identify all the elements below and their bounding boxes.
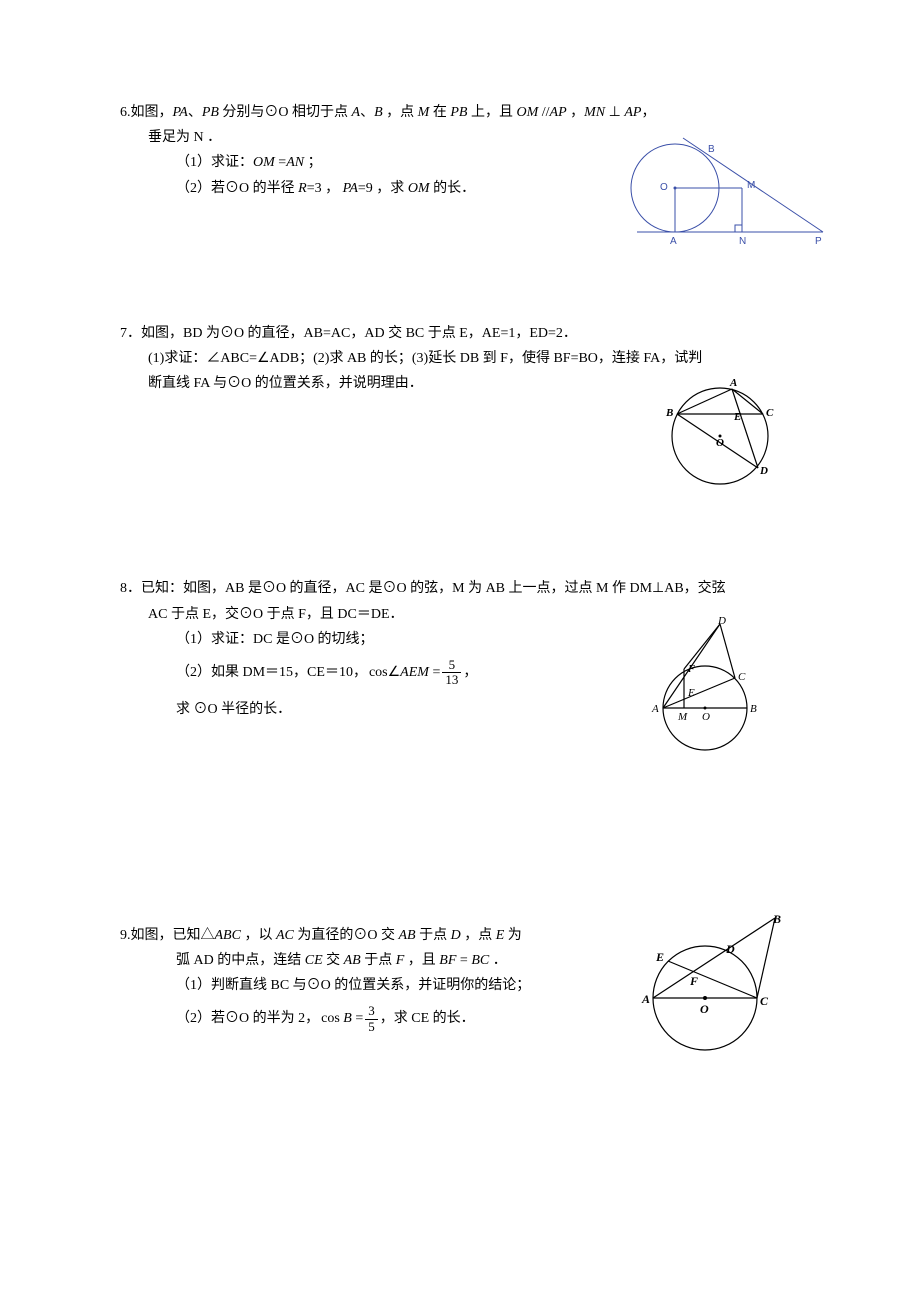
p6-stem: 6.如图，PA、PB 分别与⊙O 相切于点 A、B ，点 M 在 PB 上，且 … bbox=[120, 100, 810, 125]
p9-stem-l2: 弧 AD 的中点，连结 CE 交 AB 于点 F ，且 BF = BC ． bbox=[120, 948, 550, 973]
svg-text:C: C bbox=[738, 671, 746, 683]
p9-q2-cos: cos B = bbox=[321, 1006, 363, 1031]
svg-text:C: C bbox=[766, 407, 774, 419]
p9-svg: A B C D E F O bbox=[640, 913, 790, 1068]
p6-svg: O B M A N P bbox=[615, 130, 830, 255]
p8-number: 8． bbox=[120, 581, 141, 596]
svg-text:N: N bbox=[739, 236, 746, 247]
p9-q2-frac: 3 5 bbox=[365, 1004, 378, 1034]
svg-text:C: C bbox=[760, 994, 769, 1008]
problem-7: 7．如图，BD 为⊙O 的直径，AB=AC，AD 交 BC 于点 E，AE=1，… bbox=[120, 321, 810, 397]
problem-8: 8．已知：如图，AB 是⊙O 的直径，AC 是⊙O 的弦，M 为 AB 上一点，… bbox=[120, 576, 810, 722]
svg-text:M: M bbox=[747, 180, 755, 191]
p8-svg: A B C D E F M O bbox=[640, 616, 770, 756]
svg-text:D: D bbox=[759, 465, 768, 477]
p7-stem: 7．如图，BD 为⊙O 的直径，AB=AC，AD 交 BC 于点 E，AE=1，… bbox=[120, 321, 810, 346]
p8-stem: 8．已知：如图，AB 是⊙O 的直径，AC 是⊙O 的弦，M 为 AB 上一点，… bbox=[120, 576, 810, 601]
p7-figure: A B C D E O bbox=[660, 376, 780, 496]
p9-q2: （2）若⊙O 的半为 2， cos B = 3 5 ，求 CE 的长． bbox=[120, 1004, 550, 1034]
p9-q1: （1）判断直线 BC 与⊙O 的位置关系，并证明你的结论； bbox=[120, 973, 550, 998]
p7-number: 7． bbox=[120, 326, 141, 341]
p6-number: 6. bbox=[120, 105, 131, 120]
svg-text:P: P bbox=[815, 236, 822, 247]
p7-stem-text: 如图，BD 为⊙O 的直径，AB=AC，AD 交 BC 于点 E，AE=1，ED… bbox=[141, 326, 577, 341]
p6-figure: O B M A N P bbox=[615, 130, 830, 260]
p6-stem-text: 如图，PA、PB 分别与⊙O 相切于点 A、B ，点 M 在 PB 上，且 OM… bbox=[131, 105, 656, 120]
svg-text:O: O bbox=[660, 182, 668, 193]
svg-text:F: F bbox=[689, 974, 698, 988]
svg-text:D: D bbox=[717, 616, 726, 627]
svg-text:F: F bbox=[687, 663, 695, 675]
svg-text:A: A bbox=[641, 992, 650, 1006]
p9-number: 9. bbox=[120, 928, 131, 943]
p9-q2-prefix: （2）若⊙O 的半为 2， bbox=[176, 1006, 319, 1031]
p9-q2-frac-num: 3 bbox=[365, 1004, 378, 1019]
svg-text:B: B bbox=[750, 703, 757, 715]
p7-q1: (1)求证：∠ABC=∠ADB；(2)求 AB 的长；(3)延长 DB 到 F，… bbox=[120, 346, 810, 371]
problem-6: 6.如图，PA、PB 分别与⊙O 相切于点 A、B ，点 M 在 PB 上，且 … bbox=[120, 100, 810, 201]
p8-q2-frac-num: 5 bbox=[442, 658, 461, 673]
problem-9-body: 9.如图，已知△ABC ，以 AC 为直径的⊙O 交 AB 于点 D ，点 E … bbox=[120, 923, 550, 1034]
p8-q2-frac: 5 13 bbox=[442, 658, 461, 688]
svg-text:B: B bbox=[665, 407, 673, 419]
p9-q2-suffix: ，求 CE 的长． bbox=[380, 1006, 475, 1031]
page: 6.如图，PA、PB 分别与⊙O 相切于点 A、B ，点 M 在 PB 上，且 … bbox=[0, 0, 920, 1302]
svg-text:E: E bbox=[687, 687, 695, 699]
svg-text:O: O bbox=[702, 711, 710, 723]
svg-text:D: D bbox=[725, 942, 735, 956]
p9-stem-text: 如图，已知△ABC ，以 AC 为直径的⊙O 交 AB 于点 D ，点 E 为 bbox=[131, 928, 522, 943]
p9-stem: 9.如图，已知△ABC ，以 AC 为直径的⊙O 交 AB 于点 D ，点 E … bbox=[120, 923, 550, 948]
p8-stem-text: 已知：如图，AB 是⊙O 的直径，AC 是⊙O 的弦，M 为 AB 上一点，过点… bbox=[141, 581, 726, 596]
p8-q2-suffix: ， bbox=[463, 660, 477, 685]
p9-q2-frac-den: 5 bbox=[365, 1020, 378, 1034]
p8-q2-frac-den: 13 bbox=[442, 673, 461, 687]
p8-q2-prefix: （2）如果 DM＝15，CE＝10， bbox=[176, 660, 367, 685]
svg-text:B: B bbox=[708, 144, 715, 155]
p8-q2-cos: cos∠AEM = bbox=[369, 660, 440, 685]
p7-svg: A B C D E O bbox=[660, 376, 780, 491]
svg-text:O: O bbox=[700, 1002, 709, 1016]
svg-text:B: B bbox=[772, 913, 781, 926]
p8-figure: A B C D E F M O bbox=[640, 616, 770, 761]
svg-text:A: A bbox=[651, 703, 659, 715]
svg-text:A: A bbox=[729, 377, 737, 389]
svg-text:E: E bbox=[733, 411, 741, 423]
svg-text:E: E bbox=[655, 950, 664, 964]
svg-text:A: A bbox=[670, 236, 677, 247]
problem-9: 9.如图，已知△ABC ，以 AC 为直径的⊙O 交 AB 于点 D ，点 E … bbox=[120, 923, 810, 1034]
svg-text:M: M bbox=[677, 711, 688, 723]
p9-figure: A B C D E F O bbox=[640, 913, 790, 1073]
svg-text:O: O bbox=[716, 437, 724, 449]
